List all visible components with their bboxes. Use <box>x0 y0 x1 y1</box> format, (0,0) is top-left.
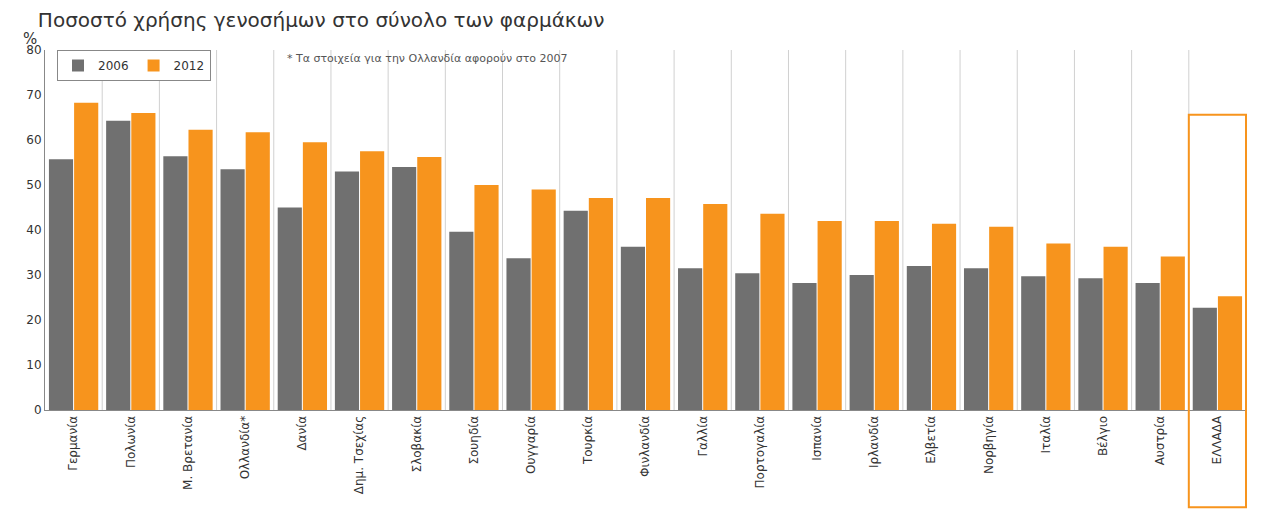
svg-text:Γερμανία: Γερμανία <box>67 416 81 471</box>
svg-text:* Τα στοιχεία για την Ολλανδία: * Τα στοιχεία για την Ολλανδία αφορούν σ… <box>287 52 568 65</box>
svg-text:40: 40 <box>26 223 41 237</box>
svg-text:Δανία: Δανία <box>295 416 309 451</box>
svg-text:Ιταλία: Ιταλία <box>1039 416 1053 454</box>
svg-text:0: 0 <box>34 403 42 417</box>
svg-text:Δημ. Τσεχίας: Δημ. Τσεχίας <box>352 416 366 494</box>
svg-text:Αυστρία: Αυστρία <box>1153 416 1167 466</box>
svg-text:60: 60 <box>26 133 41 147</box>
svg-text:70: 70 <box>26 88 41 102</box>
svg-text:Νορβηγία: Νορβηγία <box>982 416 996 474</box>
svg-text:Ολλανδία*: Ολλανδία* <box>238 416 252 480</box>
svg-text:Ελβετία: Ελβετία <box>924 416 938 464</box>
svg-text:Μ. Βρετανία: Μ. Βρετανία <box>181 416 195 490</box>
svg-text:Γαλλία: Γαλλία <box>696 416 710 457</box>
svg-text:Σλοβακία: Σλοβακία <box>410 416 424 473</box>
svg-text:10: 10 <box>26 358 41 372</box>
svg-text:20: 20 <box>26 313 41 327</box>
svg-text:Τουρκία: Τουρκία <box>581 416 595 465</box>
svg-text:50: 50 <box>26 178 41 192</box>
svg-text:Σουηδία: Σουηδία <box>467 416 481 465</box>
svg-text:Πολωνία: Πολωνία <box>124 416 138 468</box>
svg-text:Φινλανδία: Φινλανδία <box>638 416 652 477</box>
svg-text:%: % <box>23 30 37 48</box>
svg-text:30: 30 <box>26 268 41 282</box>
svg-text:2012: 2012 <box>174 59 205 73</box>
svg-text:Ουγγαρία: Ουγγαρία <box>524 416 538 474</box>
svg-text:2006: 2006 <box>98 59 129 73</box>
svg-text:Ποσοστό χρήσης γενοσήμων στο σ: Ποσοστό χρήσης γενοσήμων στο σύνολο των … <box>38 8 605 32</box>
svg-text:Βέλγιο: Βέλγιο <box>1096 416 1110 456</box>
svg-text:Πορτογαλία: Πορτογαλία <box>753 416 767 489</box>
svg-text:Ιρλανδία: Ιρλανδία <box>867 416 881 468</box>
svg-text:80: 80 <box>26 43 41 57</box>
svg-text:ΕΛΛΑΔΑ: ΕΛΛΑΔΑ <box>1210 415 1224 464</box>
svg-text:Ισπανία: Ισπανία <box>810 416 824 461</box>
